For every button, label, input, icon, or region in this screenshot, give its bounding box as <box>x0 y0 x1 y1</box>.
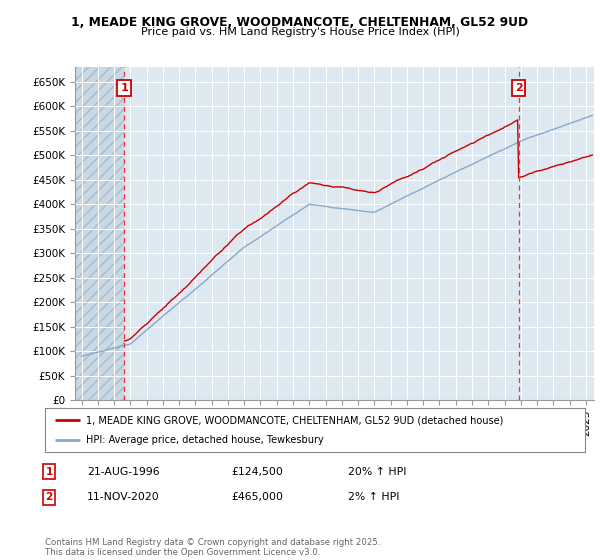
Text: Contains HM Land Registry data © Crown copyright and database right 2025.
This d: Contains HM Land Registry data © Crown c… <box>45 538 380 557</box>
Text: £465,000: £465,000 <box>231 492 283 502</box>
Bar <box>75 67 124 400</box>
Text: 20% ↑ HPI: 20% ↑ HPI <box>348 466 407 477</box>
Text: 1: 1 <box>121 83 128 93</box>
Text: HPI: Average price, detached house, Tewkesbury: HPI: Average price, detached house, Tewk… <box>86 435 323 445</box>
Text: 2% ↑ HPI: 2% ↑ HPI <box>348 492 400 502</box>
Text: 11-NOV-2020: 11-NOV-2020 <box>87 492 160 502</box>
Text: 1: 1 <box>46 466 53 477</box>
Text: 21-AUG-1996: 21-AUG-1996 <box>87 466 160 477</box>
Text: Price paid vs. HM Land Registry's House Price Index (HPI): Price paid vs. HM Land Registry's House … <box>140 27 460 37</box>
Text: 1, MEADE KING GROVE, WOODMANCOTE, CHELTENHAM, GL52 9UD (detached house): 1, MEADE KING GROVE, WOODMANCOTE, CHELTE… <box>86 415 503 425</box>
Text: 1, MEADE KING GROVE, WOODMANCOTE, CHELTENHAM, GL52 9UD: 1, MEADE KING GROVE, WOODMANCOTE, CHELTE… <box>71 16 529 29</box>
Text: 2: 2 <box>515 83 523 93</box>
Text: £124,500: £124,500 <box>231 466 283 477</box>
Text: 2: 2 <box>46 492 53 502</box>
